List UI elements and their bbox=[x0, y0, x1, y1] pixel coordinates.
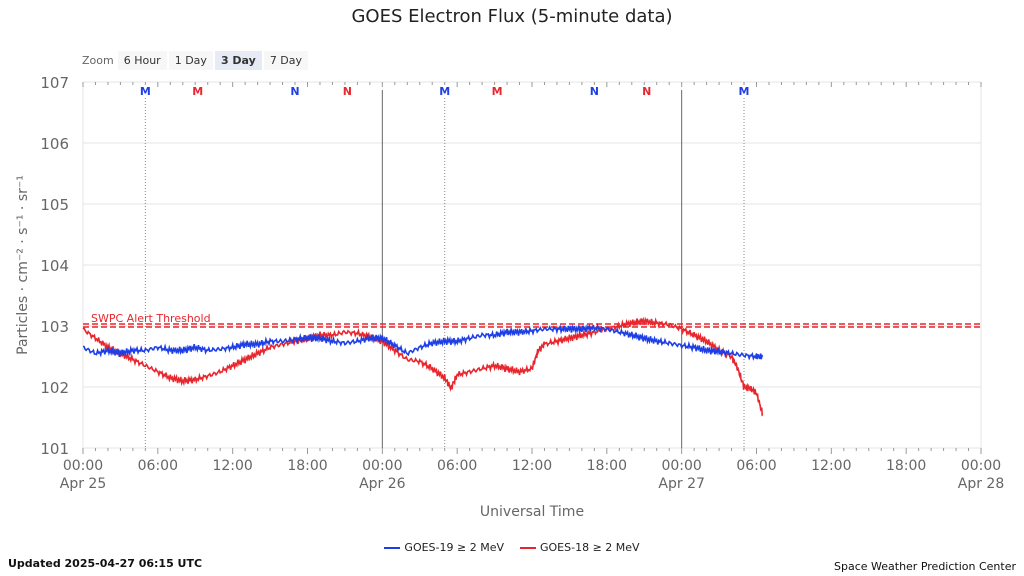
marker-label: M bbox=[140, 85, 151, 98]
marker-label: N bbox=[590, 85, 599, 98]
y-tick-label: 105 bbox=[40, 196, 69, 214]
legend-label: GOES-19 ≥ 2 MeV bbox=[404, 541, 504, 554]
zoom-bar: Zoom 6 Hour 1 Day 3 Day 7 Day bbox=[82, 50, 310, 70]
y-tick-label: 104 bbox=[40, 257, 69, 275]
zoom-3d-button[interactable]: 3 Day bbox=[214, 50, 262, 70]
x-tick-label: 12:00 bbox=[512, 458, 552, 474]
y-tick-label: 103 bbox=[40, 318, 69, 336]
y-tick-label: 107 bbox=[40, 74, 69, 92]
legend-label: GOES-18 ≥ 2 MeV bbox=[540, 541, 640, 554]
x-tick-label: 06:00 bbox=[437, 458, 477, 474]
legend-item-goes18[interactable]: GOES-18 ≥ 2 MeV bbox=[520, 541, 640, 554]
marker-label: N bbox=[343, 85, 352, 98]
credit-text: Space Weather Prediction Center bbox=[834, 560, 1016, 573]
zoom-label: Zoom bbox=[82, 53, 114, 67]
marker-label: N bbox=[642, 85, 651, 98]
legend-item-goes19[interactable]: GOES-19 ≥ 2 MeV bbox=[384, 541, 504, 554]
marker-label: M bbox=[439, 85, 450, 98]
x-tick-label: 00:00 bbox=[661, 458, 701, 474]
series-line bbox=[82, 316, 764, 417]
y-tick-label: 101 bbox=[40, 440, 69, 458]
x-tick-label: 00:00 bbox=[961, 458, 1001, 474]
x-tick-label: 00:00 bbox=[362, 458, 402, 474]
y-tick-label: 106 bbox=[40, 135, 69, 153]
x-tick-date-label: Apr 26 bbox=[359, 476, 406, 492]
legend-swatch bbox=[384, 546, 401, 549]
series-line bbox=[82, 322, 764, 361]
x-tick-label: 06:00 bbox=[736, 458, 776, 474]
x-tick-label: 12:00 bbox=[212, 458, 252, 474]
zoom-6h-button[interactable]: 6 Hour bbox=[117, 50, 167, 70]
y-axis-title: Particles · cm⁻² · s⁻¹ · sr⁻¹ bbox=[15, 175, 31, 355]
x-tick-label: 18:00 bbox=[287, 458, 327, 474]
x-tick-date-label: Apr 27 bbox=[658, 476, 704, 492]
x-axis-title: Universal Time bbox=[480, 504, 584, 520]
x-tick-date-label: Apr 25 bbox=[60, 476, 106, 492]
x-tick-date-label: Apr 28 bbox=[958, 476, 1004, 492]
marker-label: M bbox=[739, 85, 750, 98]
x-tick-label: 06:00 bbox=[138, 458, 178, 474]
marker-label: M bbox=[492, 85, 503, 98]
threshold-label: SWPC Alert Threshold bbox=[91, 312, 211, 325]
zoom-1d-button[interactable]: 1 Day bbox=[168, 50, 213, 70]
marker-label: M bbox=[192, 85, 203, 98]
x-tick-label: 00:00 bbox=[63, 458, 103, 474]
x-tick-label: 18:00 bbox=[886, 458, 926, 474]
x-tick-label: 12:00 bbox=[811, 458, 851, 474]
chart-title: GOES Electron Flux (5-minute data) bbox=[351, 6, 673, 27]
marker-label: N bbox=[290, 85, 299, 98]
legend: GOES-19 ≥ 2 MeV GOES-18 ≥ 2 MeV bbox=[0, 541, 1024, 554]
y-tick-label: 102 bbox=[40, 379, 69, 397]
zoom-7d-button[interactable]: 7 Day bbox=[263, 50, 309, 70]
legend-swatch bbox=[520, 546, 536, 549]
x-tick-label: 18:00 bbox=[587, 458, 627, 474]
updated-timestamp: Updated 2025-04-27 06:15 UTC bbox=[8, 557, 203, 570]
